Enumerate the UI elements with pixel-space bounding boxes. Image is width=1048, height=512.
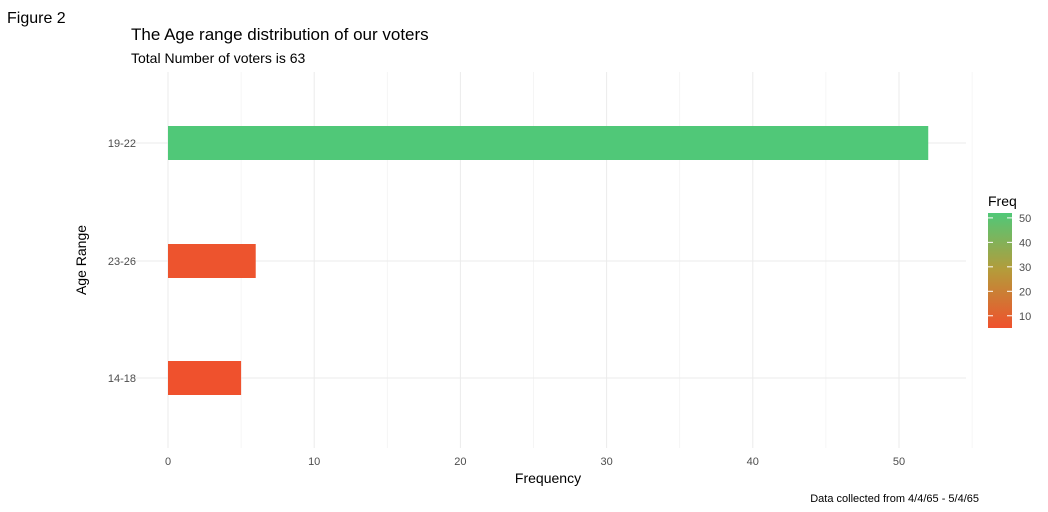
bars-group [168,126,929,395]
legend-colorbar [988,213,1012,328]
legend-tick-label: 20 [1019,286,1031,298]
legend-ticks: 10 20 30 40 50 [988,213,1031,323]
bar-23-26 [168,244,256,278]
y-axis-label: Age Range [73,225,89,295]
y-tick-label: 19-22 [108,138,136,150]
legend-tick-label: 30 [1019,262,1031,274]
x-tick-labels: 0 10 20 30 40 50 [165,456,905,468]
bar-19-22 [168,126,929,160]
legend: Freq 10 20 30 40 50 [988,193,1031,328]
x-axis-label: Frequency [515,470,581,486]
legend-tick-label: 40 [1019,237,1031,249]
x-tick-label: 50 [893,456,905,468]
chart-subtitle: Total Number of voters is 63 [131,50,306,66]
y-tick-label: 23-26 [108,256,136,268]
legend-tick-label: 50 [1019,213,1031,225]
chart-caption: Data collected from 4/4/65 - 5/4/65 [810,493,979,505]
legend-tick-label: 10 [1019,311,1031,323]
x-tick-label: 40 [747,456,759,468]
bar-14-18 [168,361,242,395]
x-tick-label: 20 [454,456,466,468]
y-tick-labels: 14-18 23-26 19-22 [108,138,136,385]
y-tick-label: 14-18 [108,373,136,385]
x-tick-label: 10 [308,456,320,468]
chart-title: The Age range distribution of our voters [131,25,429,44]
figure-label: Figure 2 [7,10,66,27]
legend-title: Freq [988,193,1017,209]
x-tick-label: 0 [165,456,171,468]
x-tick-label: 30 [600,456,612,468]
